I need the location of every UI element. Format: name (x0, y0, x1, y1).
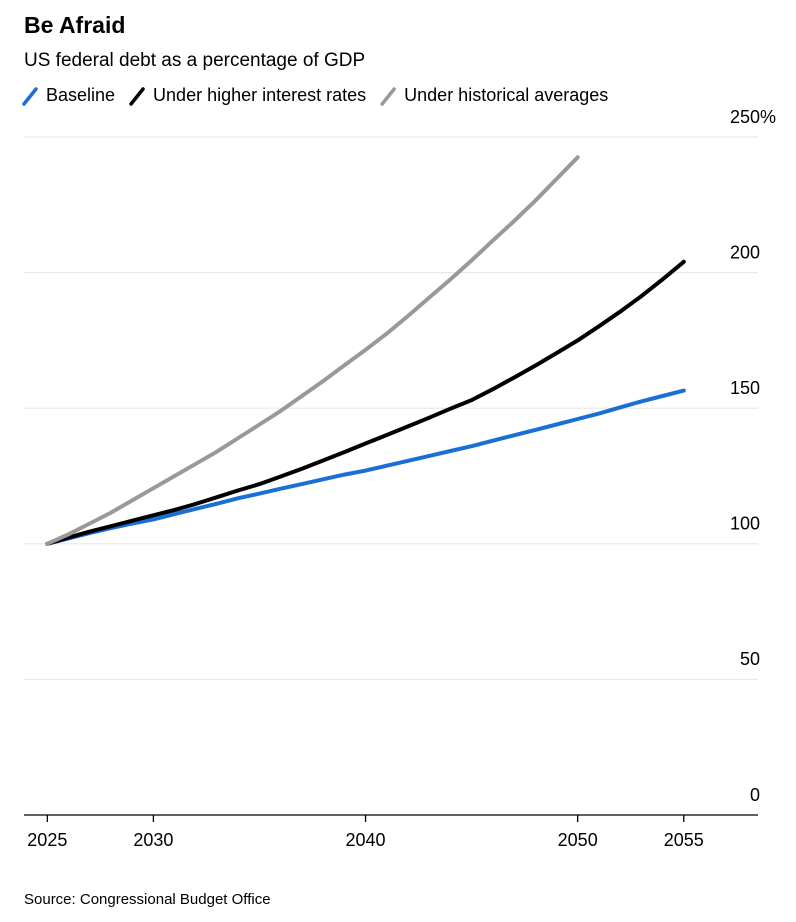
legend-swatch (380, 87, 396, 106)
x-tick-label: 2025 (27, 830, 67, 850)
y-tick-label: 0 (750, 785, 760, 805)
y-tick-label: 250% (730, 107, 776, 127)
series-line (45, 259, 686, 546)
legend-swatch (22, 87, 38, 106)
y-tick-label: 50 (740, 649, 760, 669)
series-line (45, 155, 580, 546)
x-tick-label: 2050 (558, 830, 598, 850)
legend-label: Under higher interest rates (153, 85, 366, 105)
series-line (45, 388, 686, 546)
legend-label: Baseline (46, 85, 115, 105)
y-tick-label: 100 (730, 514, 760, 534)
x-tick-label: 2030 (133, 830, 173, 850)
y-tick-label: 150 (730, 378, 760, 398)
chart-title: Be Afraid (24, 12, 125, 38)
x-tick-label: 2040 (346, 830, 386, 850)
chart-subtitle: US federal debt as a percentage of GDP (24, 50, 365, 71)
x-tick-label: 2055 (664, 830, 704, 850)
legend-label: Under historical averages (404, 85, 608, 105)
y-tick-label: 200 (730, 242, 760, 262)
source: Source: Congressional Budget Office (24, 891, 271, 908)
legend-swatch (129, 87, 145, 106)
